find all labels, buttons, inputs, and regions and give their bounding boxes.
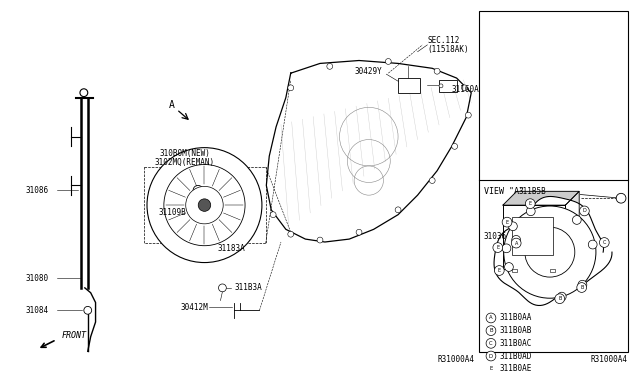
- Text: 31109B: 31109B: [159, 208, 187, 217]
- Circle shape: [452, 144, 458, 149]
- Text: SEC.112: SEC.112: [428, 36, 460, 45]
- Circle shape: [486, 351, 496, 361]
- Circle shape: [504, 206, 596, 298]
- Polygon shape: [566, 191, 579, 269]
- Circle shape: [504, 263, 513, 272]
- Text: C: C: [489, 341, 493, 346]
- Text: 310B0M(NEW): 310B0M(NEW): [159, 149, 211, 158]
- Text: E: E: [506, 219, 509, 225]
- Bar: [513, 269, 517, 272]
- Circle shape: [577, 283, 587, 292]
- Circle shape: [486, 313, 496, 323]
- Circle shape: [495, 266, 504, 275]
- Bar: [503, 205, 566, 269]
- Bar: [439, 80, 456, 92]
- Circle shape: [486, 339, 496, 348]
- Text: A: A: [515, 241, 518, 246]
- Circle shape: [557, 292, 566, 301]
- Text: D: D: [489, 353, 493, 359]
- Text: 311B0AB: 311B0AB: [500, 326, 532, 335]
- Text: 311B0AD: 311B0AD: [500, 352, 532, 360]
- Circle shape: [193, 185, 203, 195]
- Text: E: E: [498, 268, 501, 273]
- Text: 31086: 31086: [26, 186, 49, 195]
- Text: 30429Y: 30429Y: [354, 67, 382, 76]
- Circle shape: [434, 68, 440, 74]
- Circle shape: [555, 294, 564, 304]
- Text: 30412M: 30412M: [180, 303, 208, 312]
- Circle shape: [461, 85, 467, 91]
- Polygon shape: [494, 196, 612, 305]
- Text: 31036: 31036: [483, 232, 506, 241]
- Circle shape: [218, 284, 227, 292]
- Circle shape: [465, 112, 471, 118]
- Text: FRONT: FRONT: [61, 331, 86, 340]
- Text: E: E: [490, 366, 493, 371]
- Circle shape: [186, 186, 223, 224]
- Circle shape: [164, 164, 245, 246]
- Text: A: A: [489, 315, 493, 320]
- Circle shape: [395, 207, 401, 213]
- Text: 31160A: 31160A: [452, 85, 479, 94]
- Text: R31000A4: R31000A4: [591, 355, 628, 365]
- Circle shape: [512, 235, 520, 244]
- Circle shape: [486, 326, 496, 336]
- Text: 311B3A: 311B3A: [234, 283, 262, 292]
- Circle shape: [327, 64, 333, 69]
- Circle shape: [486, 364, 496, 372]
- Text: 31084: 31084: [26, 306, 49, 315]
- Circle shape: [579, 206, 589, 216]
- Text: 31183A: 31183A: [218, 244, 245, 253]
- Circle shape: [600, 238, 609, 247]
- Circle shape: [429, 177, 435, 183]
- Text: 311B0AC: 311B0AC: [500, 339, 532, 348]
- Text: 3102MQ(REMAN): 3102MQ(REMAN): [155, 158, 215, 167]
- Circle shape: [270, 212, 276, 218]
- Text: 311B0AA: 311B0AA: [500, 314, 532, 323]
- Circle shape: [509, 222, 517, 231]
- Circle shape: [502, 244, 511, 253]
- Bar: [513, 217, 553, 255]
- Circle shape: [616, 193, 626, 203]
- Circle shape: [502, 217, 512, 227]
- Text: (11518AK): (11518AK): [428, 45, 469, 54]
- Circle shape: [526, 207, 535, 216]
- Text: B: B: [489, 328, 493, 333]
- Text: 31080: 31080: [26, 274, 49, 283]
- Text: E: E: [496, 245, 499, 250]
- Text: C: C: [603, 240, 606, 245]
- Circle shape: [525, 199, 535, 209]
- Circle shape: [511, 238, 521, 248]
- Text: B: B: [580, 285, 584, 290]
- Circle shape: [198, 199, 211, 211]
- Bar: [479, 11, 628, 352]
- Text: E: E: [529, 201, 532, 206]
- Circle shape: [578, 280, 587, 289]
- Circle shape: [288, 231, 294, 237]
- Circle shape: [493, 243, 502, 253]
- Circle shape: [572, 215, 581, 224]
- Circle shape: [439, 84, 443, 88]
- Bar: [144, 167, 266, 243]
- Bar: [550, 269, 555, 272]
- Circle shape: [317, 237, 323, 243]
- Text: B: B: [558, 296, 561, 301]
- Circle shape: [385, 58, 391, 64]
- Circle shape: [525, 227, 575, 277]
- Text: D: D: [582, 208, 586, 214]
- Circle shape: [288, 85, 294, 91]
- Text: 311B0AE: 311B0AE: [500, 364, 532, 372]
- Circle shape: [80, 89, 88, 97]
- Circle shape: [147, 148, 262, 263]
- Circle shape: [588, 240, 597, 249]
- Circle shape: [356, 229, 362, 235]
- Polygon shape: [503, 191, 579, 205]
- Text: A: A: [169, 100, 175, 110]
- Text: VIEW "A": VIEW "A": [484, 187, 524, 196]
- Text: R31000A4: R31000A4: [437, 355, 474, 365]
- Text: 311B5B: 311B5B: [518, 187, 547, 196]
- Circle shape: [84, 307, 92, 314]
- Polygon shape: [266, 61, 471, 242]
- Bar: [398, 78, 420, 93]
